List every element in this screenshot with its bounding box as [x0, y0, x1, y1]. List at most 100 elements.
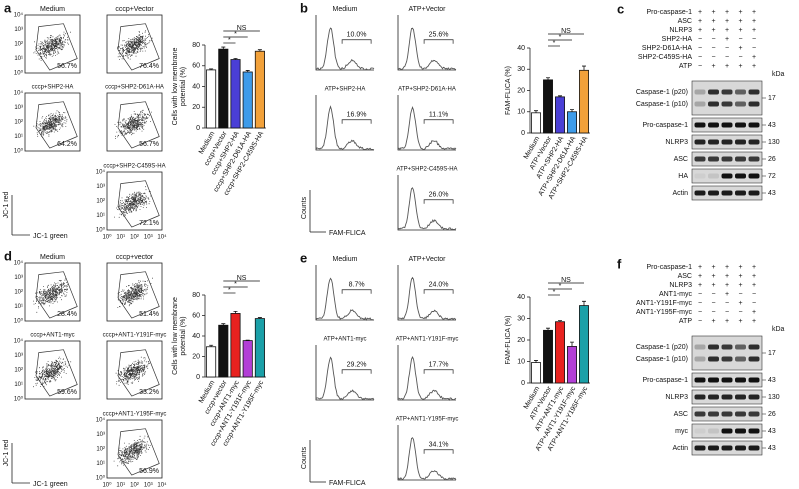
plot-axes	[397, 425, 456, 481]
histogram-curve	[315, 277, 375, 322]
y-tick-label: 10²	[14, 368, 23, 374]
band	[708, 89, 719, 95]
band	[735, 445, 746, 451]
band	[735, 139, 746, 145]
condition-label: NLRP3	[669, 282, 692, 289]
band	[748, 428, 760, 434]
plot-title: cccp+SHP2-C459S-HA	[103, 164, 165, 170]
y-tick-label: 10²	[96, 447, 105, 453]
y-axis-label: FAM-FLICA (%)	[505, 315, 512, 364]
x-axis-label: FAM-FLICA	[329, 480, 366, 487]
y-tick-label: 10⁴	[14, 12, 24, 19]
error-bar	[233, 311, 238, 314]
y-tick-label: 10¹	[14, 304, 23, 310]
y-tick-label: 30	[517, 315, 525, 322]
condition-sign: +	[711, 9, 715, 16]
gate-percent: 10.0%	[347, 32, 367, 39]
plot-title: cccp+SHP2-HA	[32, 85, 74, 91]
band	[694, 394, 706, 400]
gate-percent: 64.2%	[57, 141, 77, 148]
bar	[543, 79, 553, 134]
scatter-dots	[114, 108, 152, 139]
plot-axes	[315, 345, 374, 401]
panel-label: d	[4, 248, 12, 263]
condition-sign: +	[752, 309, 756, 316]
band-label: Caspase-1 (p10)	[636, 356, 688, 363]
plot-title: ATP+SHP2-C459S-HA	[396, 167, 457, 173]
y-tick-label: 10⁰	[96, 475, 106, 482]
y-tick-label: 20	[192, 104, 200, 111]
plot-frame	[24, 340, 81, 400]
plot-axes	[397, 265, 456, 321]
y-tick-label: 10²	[96, 199, 105, 205]
histogram-curve	[397, 437, 457, 481]
condition-sign: +	[711, 273, 715, 280]
condition-sign: +	[752, 318, 756, 325]
blot-box	[691, 335, 763, 371]
condition-sign: −	[711, 300, 715, 307]
band-label: ASC	[674, 156, 688, 163]
band-label: ASC	[674, 411, 688, 418]
condition-sign: −	[711, 291, 715, 298]
bar	[531, 112, 541, 134]
bar	[579, 305, 589, 384]
gate	[117, 349, 160, 397]
band	[735, 122, 746, 128]
y-tick-label: 10¹	[96, 461, 105, 467]
condition-label: SHP2-HA	[662, 36, 693, 43]
x-tick-label: 10⁴	[157, 482, 167, 489]
gate-percent: 29.2%	[347, 362, 367, 369]
kda-value: 17	[768, 95, 776, 102]
error-bar	[209, 68, 214, 70]
condition-sign: +	[752, 273, 756, 280]
y-tick-label: 0	[521, 380, 525, 387]
plot-frame	[106, 340, 163, 400]
condition-sign: +	[698, 9, 702, 16]
plot-title: ATP+ANT1-myc	[323, 337, 366, 343]
histogram-curve	[315, 105, 375, 151]
condition-sign: −	[725, 300, 729, 307]
y-tick-label: 10²	[14, 42, 23, 48]
panel-label: b	[300, 0, 308, 15]
error-bar	[570, 341, 574, 347]
panel-label: f	[617, 256, 622, 271]
band	[748, 139, 760, 145]
band	[694, 156, 706, 162]
band	[694, 356, 706, 362]
condition-sign: +	[698, 273, 702, 280]
y-tick-label: 40	[192, 83, 200, 90]
gate	[117, 101, 160, 149]
error-bar	[558, 95, 562, 97]
scatter-dots	[117, 30, 153, 60]
band-label: Caspase-1 (p20)	[636, 89, 688, 96]
condition-sign: +	[752, 282, 756, 289]
band-label: HA	[678, 173, 688, 180]
condition-sign: +	[725, 264, 729, 271]
condition-sign: +	[752, 264, 756, 271]
histogram-curve	[397, 27, 457, 71]
y-tick-label: 20	[517, 87, 525, 94]
condition-sign: −	[752, 36, 756, 43]
gate	[117, 428, 160, 476]
band	[721, 101, 733, 107]
band	[708, 394, 719, 400]
band	[721, 122, 733, 128]
bar	[254, 50, 265, 129]
significance-label: NS	[237, 275, 247, 282]
condition-sign: +	[711, 264, 715, 271]
y-tick-label: 10³	[96, 184, 105, 190]
y-tick-label: 10⁰	[96, 227, 106, 234]
band	[721, 377, 733, 383]
condition-label: Pro-caspase-1	[646, 9, 692, 16]
gate-percent: 76.4%	[139, 63, 159, 70]
condition-sign: −	[698, 63, 702, 70]
error-bar	[209, 344, 214, 347]
error-bar	[558, 320, 562, 322]
y-tick-label: 10	[517, 109, 525, 116]
gate-percent: 56.7%	[139, 141, 159, 148]
bar	[543, 329, 553, 384]
y-tick-label: 0	[521, 130, 525, 137]
bar	[567, 346, 577, 384]
condition-sign: +	[738, 63, 742, 70]
band-label: Pro-caspase-1	[642, 122, 688, 129]
